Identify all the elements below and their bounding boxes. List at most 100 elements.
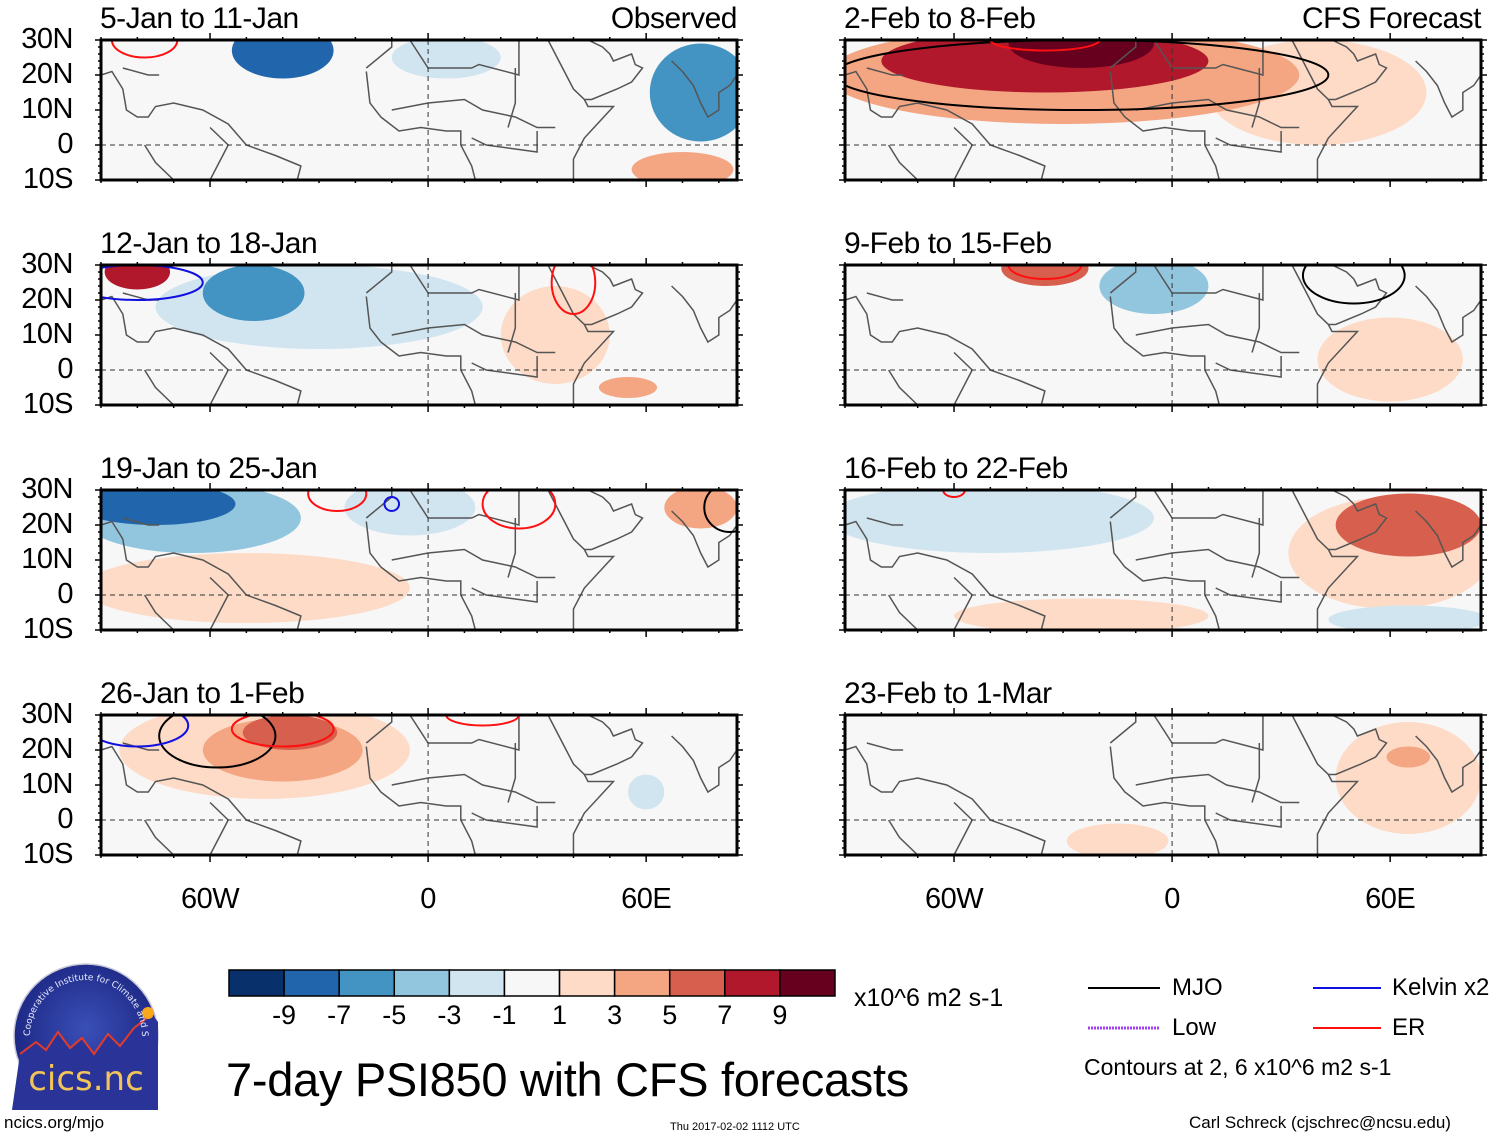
anomaly-shading: [391, 40, 501, 79]
contour-kelvin: [383, 496, 401, 512]
coastline: [1215, 356, 1282, 378]
colorbar-swatch: [724, 969, 781, 997]
coastline: [1215, 131, 1282, 153]
anomaly-shading: [845, 490, 1154, 553]
panel-title: 16-Feb to 22-Feb: [844, 452, 1068, 485]
y-tick-label: 30N: [21, 248, 73, 280]
coastline: [1415, 510, 1481, 569]
x-tick-label: 60W: [180, 883, 240, 915]
coastline: [1328, 40, 1388, 101]
colorbar-swatch: [448, 969, 506, 997]
coastline: [1251, 518, 1261, 578]
coastline: [845, 745, 1046, 855]
colorbar-swatch: [283, 969, 340, 997]
coastline: [507, 518, 517, 578]
anomaly-shading: [1190, 715, 1300, 754]
coastline: [471, 356, 538, 378]
anomaly-shading: [1066, 823, 1169, 855]
coastline: [845, 295, 1046, 405]
panel-title: 19-Jan to 25-Jan: [100, 452, 318, 485]
colorbar-tick-label: 9: [772, 1000, 788, 1030]
coastline: [1291, 265, 1360, 405]
map-panel-p2: [839, 33, 1487, 187]
anomaly-shading: [1386, 746, 1431, 768]
anomaly-shading: [1317, 317, 1463, 402]
x-tick-label: 0: [420, 883, 436, 915]
map-panel-p7: [95, 708, 743, 862]
anomaly-shading: [104, 265, 171, 290]
anomaly-shading: [845, 715, 944, 792]
coastline: [471, 131, 538, 153]
coastline: [1251, 68, 1261, 128]
panel-title: 9-Feb to 15-Feb: [844, 227, 1052, 260]
x-tick-label: 60E: [1365, 883, 1416, 915]
contour-er: [110, 40, 179, 59]
coastline: [122, 67, 160, 76]
coastline: [409, 490, 520, 526]
coastline: [1415, 735, 1481, 794]
colorbar-units: x10^6 m2 s-1: [854, 984, 1004, 1012]
y-tick-label: 10N: [21, 93, 73, 125]
source-url[interactable]: ncics.org/mjo: [4, 1113, 105, 1132]
y-tick-label: 10N: [21, 543, 73, 575]
anomaly-shading: [997, 715, 1129, 754]
coastline: [1251, 293, 1261, 353]
colorbar-tick-label: -5: [382, 1000, 407, 1030]
coastline: [1153, 40, 1264, 76]
panel-title: 5-Jan to 11-Jan: [100, 2, 299, 35]
coastline: [547, 40, 616, 180]
contour-mjo: [1301, 265, 1406, 305]
coastline: [1109, 521, 1221, 630]
colorbar-tick-label: -9: [272, 1000, 297, 1030]
map-panel-p1: [95, 33, 743, 187]
colorbar-tick-label: 3: [607, 1000, 623, 1030]
coastline: [1291, 715, 1360, 855]
contour-er: [1007, 265, 1083, 280]
colorbar-tick-label: -7: [327, 1000, 352, 1030]
coastline: [409, 715, 520, 751]
colorbar-tick-label: -3: [437, 1000, 462, 1030]
coastline: [547, 715, 616, 855]
coastline: [365, 296, 477, 405]
map-panel-p4: [839, 258, 1487, 412]
coastline: [887, 594, 919, 630]
anomaly-shading: [1335, 493, 1481, 557]
coastline: [1291, 40, 1360, 180]
y-tick-label: 10N: [21, 318, 73, 350]
anomaly-shading: [101, 553, 410, 623]
contour-er: [307, 490, 368, 512]
coastline: [365, 71, 477, 180]
anomaly-shading: [845, 265, 1173, 391]
y-tick-label: 0: [57, 578, 73, 610]
anomaly-shading: [1328, 605, 1481, 630]
coastline: [1328, 265, 1388, 326]
coastline: [887, 819, 919, 855]
coastline: [1215, 806, 1282, 828]
coastline: [1109, 490, 1137, 519]
coastline: [143, 144, 175, 180]
coastline: [887, 144, 919, 180]
coastline: [122, 742, 160, 751]
legend-line-low: [1088, 1026, 1160, 1030]
legend-contour-note: Contours at 2, 6 x10^6 m2 s-1: [1084, 1054, 1392, 1080]
colorbar-swatch: [503, 969, 561, 997]
anomaly-shading: [202, 265, 305, 321]
panel-title: 12-Jan to 18-Jan: [100, 227, 318, 260]
main-title: 7-day PSI850 with CFS forecasts: [226, 1053, 909, 1106]
coastline: [122, 517, 160, 526]
colorbar: [228, 969, 836, 997]
coastline: [1415, 60, 1481, 119]
anomaly-shading: [649, 43, 737, 142]
coastline: [866, 67, 904, 76]
map-panel-p5: [95, 483, 743, 637]
anomaly-shading: [1008, 40, 1154, 68]
coastline: [101, 520, 302, 630]
coastline: [845, 520, 1046, 630]
timestamp: Thu 2017-02-02 1112 UTC: [670, 1121, 800, 1133]
colorbar-swatch: [393, 969, 451, 997]
anomaly-shading: [1164, 152, 1325, 180]
contour-er: [550, 265, 597, 315]
anomaly-shading: [344, 490, 476, 536]
map-panel-p8: [839, 708, 1487, 862]
panel-title: 23-Feb to 1-Mar: [844, 677, 1052, 710]
